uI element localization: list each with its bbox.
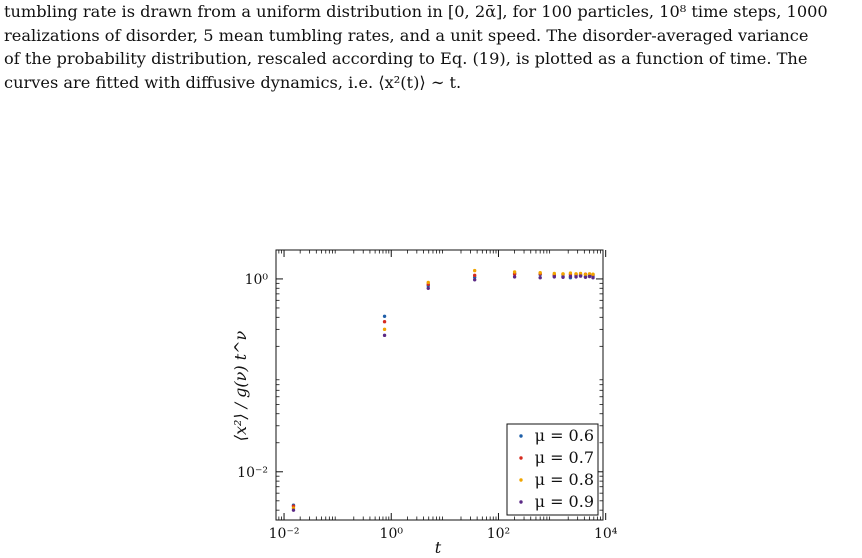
data-point: [512, 270, 517, 274]
data-point: [574, 275, 578, 279]
data-point: [561, 272, 565, 276]
legend-label: μ = 0.7: [535, 448, 594, 467]
axis-ticks: 10⁻² 10⁰ 10² 10⁴ 10⁻² 10⁰: [237, 250, 618, 542]
data-point: [382, 327, 387, 332]
data-point: [568, 274, 573, 279]
data-point: [472, 278, 477, 282]
data-point: [382, 320, 387, 324]
y-tick-label: 10⁰: [245, 272, 269, 288]
data-point: [591, 275, 595, 280]
x-tick-label: 10⁰: [380, 526, 404, 542]
data-point: [291, 508, 296, 512]
data-point: [426, 280, 430, 285]
data-point: [587, 272, 592, 276]
legend-marker: [519, 434, 523, 438]
x-tick-label: 10⁴: [594, 526, 618, 542]
data-point: [382, 314, 387, 318]
data-point: [583, 275, 588, 279]
data-point: [512, 275, 517, 279]
data-point: [552, 275, 556, 279]
data-point: [382, 333, 387, 338]
legend-label: μ = 0.6: [535, 426, 594, 445]
caption-line-2: realizations of disorder, 5 mean tumblin…: [4, 25, 809, 45]
y-tick-label: 10⁻²: [237, 465, 268, 481]
caption-line-4: curves are fitted with diffusive dynamic…: [4, 72, 462, 92]
x-tick-label: 10²: [487, 526, 510, 542]
data-point: [583, 272, 588, 277]
data-point: [472, 268, 477, 273]
data-point: [587, 274, 592, 279]
data-point: [561, 275, 565, 279]
data-point: [472, 273, 477, 278]
data-point: [568, 271, 573, 275]
data-point: [538, 271, 542, 275]
x-tick-label: 10⁻²: [269, 526, 300, 542]
x-axis-label: t: [435, 538, 442, 557]
data-point: [574, 272, 578, 276]
data-point: [578, 274, 583, 278]
caption-line-1: tumbling rate is drawn from a uniform di…: [4, 2, 828, 21]
figure-caption: tumbling rate is drawn from a uniform di…: [4, 0, 858, 94]
data-point: [426, 286, 430, 290]
legend-marker: [519, 500, 523, 504]
legend-label: μ = 0.9: [535, 492, 594, 511]
legend-marker: [519, 456, 523, 460]
caption-line-3: of the probability distribution, rescale…: [4, 49, 808, 68]
data-point: [538, 275, 542, 280]
legend: μ = 0.6 μ = 0.7 μ = 0.8 μ = 0.9: [506, 423, 599, 516]
data-point: [591, 272, 595, 276]
legend-label: μ = 0.8: [535, 470, 594, 489]
data-points: [291, 268, 595, 512]
data-point: [578, 271, 583, 276]
y-axis-label: ⟨x²⟩ / g(ν) t^ν: [231, 330, 250, 441]
legend-box: [506, 423, 599, 516]
legend-marker: [519, 478, 523, 482]
data-point: [552, 271, 556, 276]
